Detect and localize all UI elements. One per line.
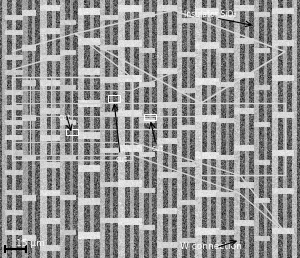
Text: 15 μm: 15 μm xyxy=(16,239,45,248)
Bar xyxy=(144,114,156,120)
Text: Insulator SiO₂: Insulator SiO₂ xyxy=(184,10,237,19)
Bar xyxy=(66,129,78,135)
Bar xyxy=(108,95,120,102)
Text: W connection: W connection xyxy=(180,242,242,251)
Text: cut: cut xyxy=(58,113,70,122)
Text: cut: cut xyxy=(116,155,128,164)
Text: cut: cut xyxy=(152,144,164,153)
